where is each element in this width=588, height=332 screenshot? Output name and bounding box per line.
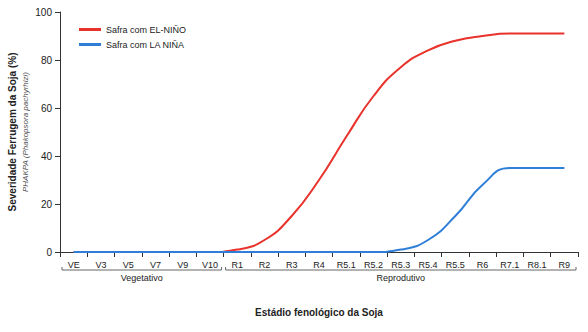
svg-text:PHAKPA (Phakopsora pachyrhizi): PHAKPA (Phakopsora pachyrhizi) <box>21 72 30 192</box>
svg-text:Safra com EL-NIÑO: Safra com EL-NIÑO <box>106 25 186 35</box>
svg-text:Estádio fenológico da Soja: Estádio fenológico da Soja <box>255 307 383 318</box>
svg-text:Vegetativo: Vegetativo <box>121 273 163 283</box>
svg-text:R5.4: R5.4 <box>419 260 438 270</box>
svg-text:40: 40 <box>41 151 53 162</box>
svg-text:V7: V7 <box>150 260 161 270</box>
svg-text:Severidade Ferrugem da Soja (%: Severidade Ferrugem da Soja (%) <box>7 53 18 212</box>
svg-text:R9: R9 <box>559 260 571 270</box>
svg-text:R3: R3 <box>286 260 298 270</box>
svg-text:60: 60 <box>41 103 53 114</box>
svg-text:R5.3: R5.3 <box>391 260 410 270</box>
svg-text:100: 100 <box>35 7 52 18</box>
svg-text:V5: V5 <box>123 260 134 270</box>
svg-text:Safra com LA NIÑA: Safra com LA NIÑA <box>106 40 184 50</box>
svg-text:0: 0 <box>46 247 52 258</box>
svg-text:Reprodutivo: Reprodutivo <box>377 273 426 283</box>
svg-text:R4: R4 <box>313 260 325 270</box>
svg-text:R7.1: R7.1 <box>500 260 519 270</box>
svg-text:R2: R2 <box>259 260 271 270</box>
svg-text:R8.1: R8.1 <box>528 260 547 270</box>
svg-text:V3: V3 <box>95 260 106 270</box>
svg-text:80: 80 <box>41 55 53 66</box>
svg-text:20: 20 <box>41 199 53 210</box>
svg-text:V9: V9 <box>177 260 188 270</box>
svg-text:R5.2: R5.2 <box>364 260 383 270</box>
svg-text:R5.5: R5.5 <box>446 260 465 270</box>
svg-text:V10: V10 <box>202 260 218 270</box>
svg-text:R6: R6 <box>477 260 489 270</box>
svg-text:VE: VE <box>68 260 80 270</box>
svg-text:R5.1: R5.1 <box>337 260 356 270</box>
svg-text:R1: R1 <box>231 260 243 270</box>
